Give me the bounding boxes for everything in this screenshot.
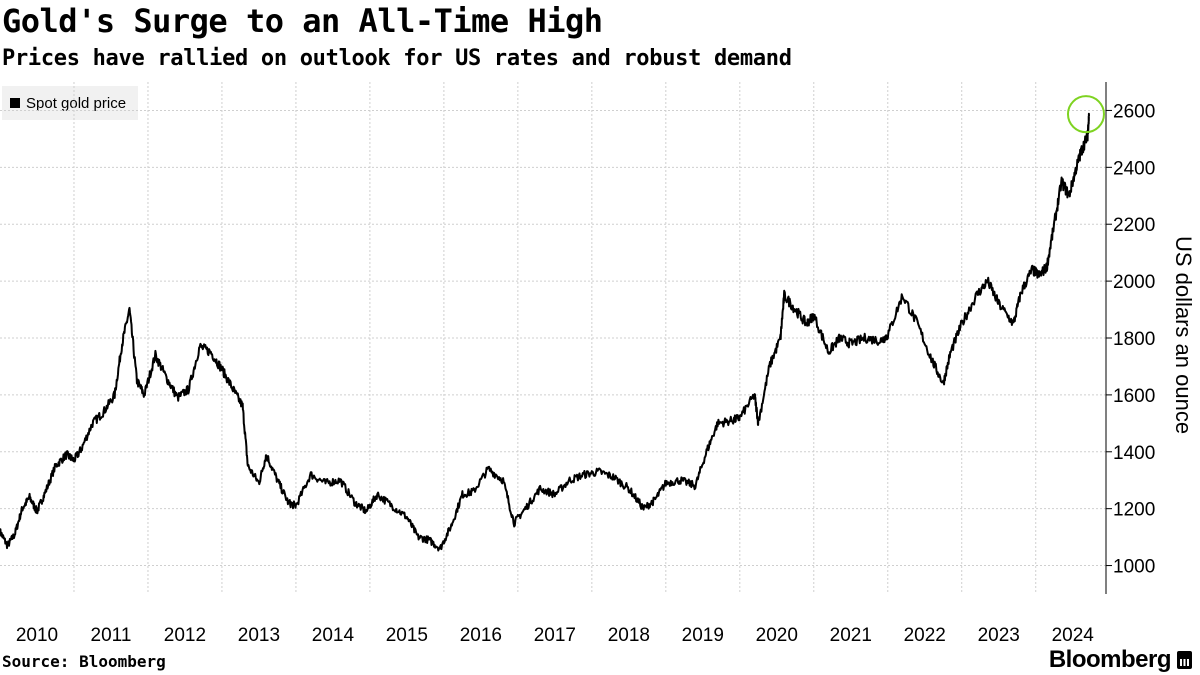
x-tick-label: 2017 bbox=[534, 625, 576, 646]
y-tick-label: 2200 bbox=[1113, 215, 1155, 236]
x-tick-label: 2024 bbox=[1052, 625, 1095, 646]
x-tick-label: 2012 bbox=[164, 625, 206, 646]
x-tick-label: 2016 bbox=[460, 625, 502, 646]
x-tick-label: 2019 bbox=[682, 625, 724, 646]
x-tick-label: 2020 bbox=[756, 625, 798, 646]
chart-subtitle: Prices have rallied on outlook for US ra… bbox=[2, 46, 792, 71]
source-note: Source: Bloomberg bbox=[2, 652, 166, 671]
y-tick-label: 2000 bbox=[1113, 272, 1155, 293]
all-time-high-marker bbox=[1066, 95, 1105, 134]
x-tick-label: 2014 bbox=[312, 625, 355, 646]
y-tick-label: 1400 bbox=[1113, 443, 1155, 464]
brand-name: Bloomberg bbox=[1048, 646, 1172, 673]
x-tick-label: 2018 bbox=[608, 625, 650, 646]
y-tick-label: 1200 bbox=[1113, 500, 1155, 521]
axes bbox=[1105, 82, 1112, 594]
y-tick-label: 1600 bbox=[1113, 386, 1155, 407]
x-tick-label: 2010 bbox=[16, 625, 58, 646]
x-tick-label: 2023 bbox=[978, 625, 1020, 646]
y-tick-label: 2400 bbox=[1113, 158, 1155, 179]
series bbox=[0, 95, 1105, 552]
x-tick-label: 2013 bbox=[238, 625, 280, 646]
legend-swatch bbox=[10, 98, 20, 108]
legend: Spot gold price bbox=[2, 86, 139, 120]
x-tick-label: 2015 bbox=[386, 625, 428, 646]
y-tick-label: 1000 bbox=[1113, 557, 1155, 578]
y-tick-label: 2600 bbox=[1113, 101, 1155, 122]
grid bbox=[0, 82, 1106, 594]
series-line-spot-gold bbox=[0, 112, 1090, 552]
brand-logo: Bloomberg bbox=[1049, 646, 1192, 674]
legend-label: Spot gold price bbox=[26, 94, 127, 112]
y-tick-label: 1800 bbox=[1113, 329, 1155, 350]
x-tick-label: 2022 bbox=[904, 625, 946, 646]
x-tick-label: 2011 bbox=[91, 625, 132, 646]
tick-labels: 1000 1200 1400 1600 1800 2000 2200 2400 2600 2010… bbox=[16, 101, 1196, 646]
terminal-icon bbox=[1177, 651, 1192, 669]
x-tick-label: 2021 bbox=[830, 625, 872, 646]
y-axis-title: US dollars an ounce bbox=[1171, 236, 1196, 434]
chart-title: Gold's Surge to an All-Time High bbox=[2, 2, 603, 40]
